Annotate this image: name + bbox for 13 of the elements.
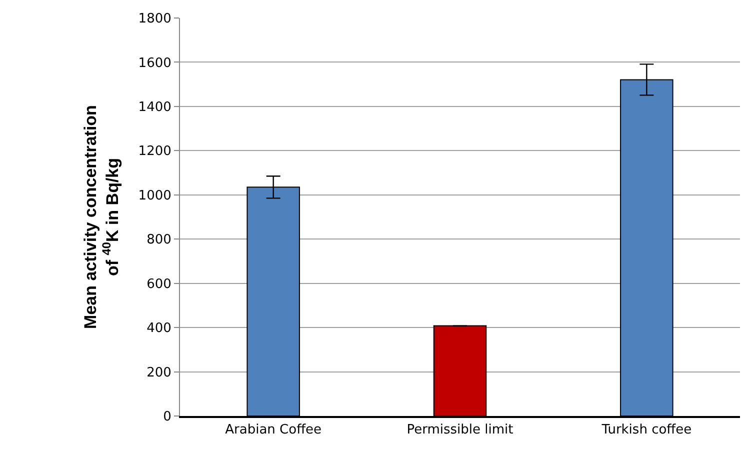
y-tick-label: 1800 (138, 12, 172, 27)
x-tick-label: Permissible limit (406, 422, 514, 438)
y-tick-label: 1400 (138, 100, 172, 115)
y-tick-label: 1200 (138, 144, 172, 160)
y-tick-label: 1600 (138, 56, 172, 71)
y-tick-label: 1000 (138, 188, 172, 204)
x-tick-label: Turkish coffee (600, 422, 692, 438)
y-tick-label: 0 (163, 410, 172, 425)
x-tick-label: Arabian Coffee (225, 422, 322, 438)
y-tick-label: 200 (146, 365, 172, 380)
y-tick-label: 600 (146, 276, 172, 292)
y-tick-label: 400 (146, 321, 172, 336)
y-tick-label: 800 (146, 232, 172, 248)
